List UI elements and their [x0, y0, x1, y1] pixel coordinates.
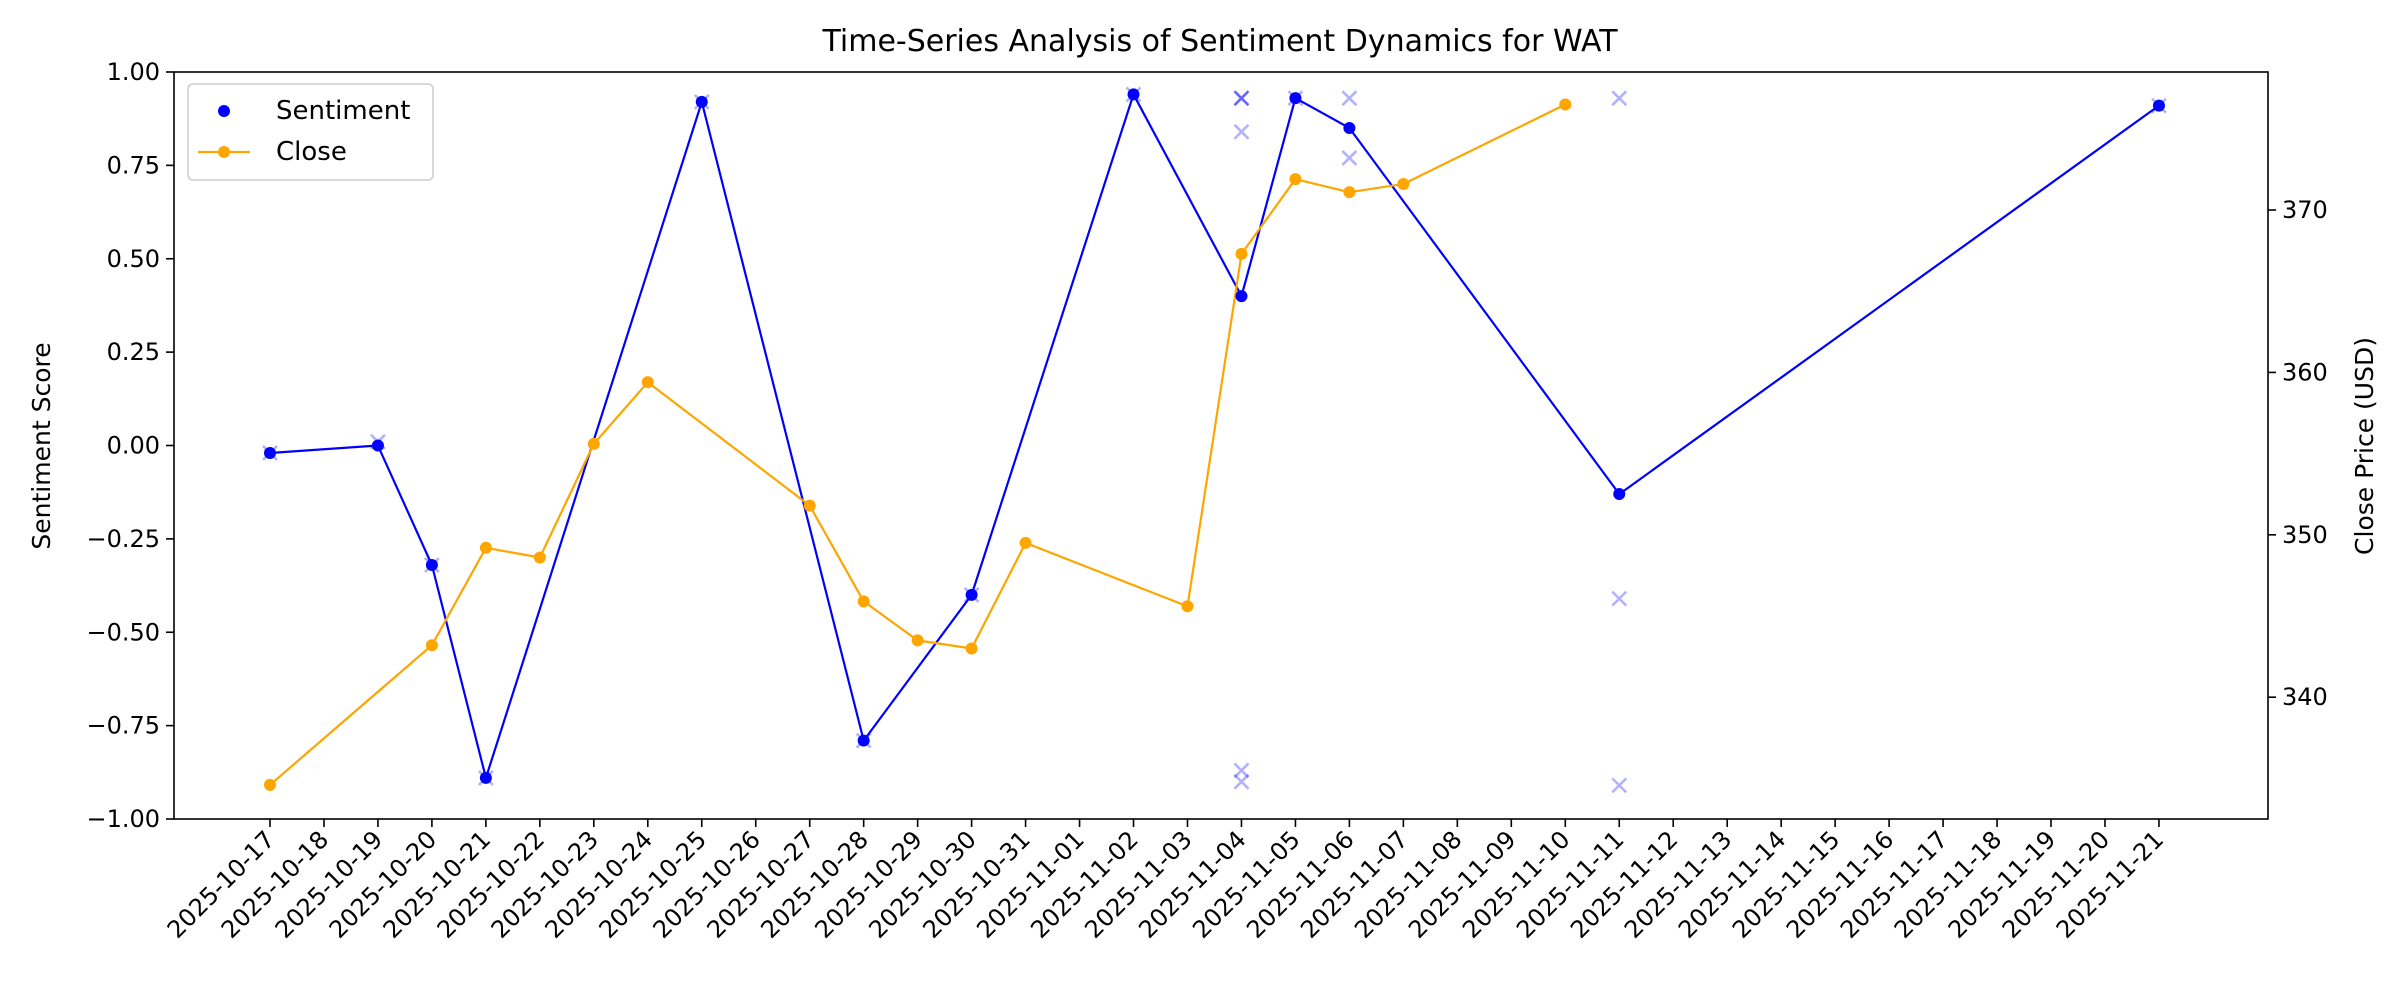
- x-marker-stroke: [1611, 777, 1628, 794]
- close-point: [425, 639, 438, 652]
- close-point: [264, 778, 276, 791]
- right-axis-title: Close Price (USD): [2350, 337, 2379, 555]
- sentiment-point: [2152, 99, 2165, 112]
- close-point: [1397, 178, 1410, 191]
- sentiment-point: [1289, 92, 1302, 105]
- x-marker-stroke: [1611, 90, 1628, 107]
- sentiment-x-marker: [1611, 90, 1628, 107]
- sentiment-x-marker: [1233, 123, 1250, 140]
- close-point: [1343, 186, 1356, 199]
- close-point: [587, 437, 600, 450]
- legend-sentiment-label: Sentiment: [276, 96, 410, 126]
- x-marker-stroke: [1233, 90, 1250, 107]
- left-tick-label: −0.75: [86, 712, 160, 740]
- sentiment-point: [1127, 88, 1140, 101]
- close-point: [1559, 98, 1572, 111]
- right-tick-label: 340: [2282, 683, 2328, 711]
- legend-close-marker: [218, 146, 230, 158]
- sentiment-point: [1343, 122, 1356, 135]
- sentiment-point: [425, 559, 438, 572]
- sentiment-point: [1613, 488, 1626, 501]
- close-point: [1181, 600, 1194, 613]
- close-point: [857, 595, 870, 608]
- right-tick-label: 360: [2282, 358, 2328, 386]
- close-point: [479, 541, 492, 554]
- x-marker-stroke: [1341, 90, 1358, 107]
- close-point: [641, 376, 654, 389]
- right-axis: 340 350 360 370: [2268, 196, 2328, 711]
- x-marker-stroke: [1341, 90, 1358, 107]
- left-tick-label: 0.00: [107, 432, 160, 460]
- x-marker-stroke: [1341, 149, 1358, 166]
- sentiment-point: [479, 771, 492, 784]
- sentiment-x-marker: [1341, 90, 1358, 107]
- sentiment-point: [695, 95, 708, 108]
- x-marker-stroke: [1611, 777, 1628, 794]
- x-marker-stroke: [1233, 762, 1250, 779]
- close-point: [1289, 173, 1302, 186]
- x-marker-stroke: [1233, 123, 1250, 140]
- sentiment-x-marker: [1233, 762, 1250, 779]
- x-marker-stroke: [1341, 149, 1358, 166]
- close-point: [1235, 247, 1248, 260]
- close-point: [965, 642, 978, 655]
- x-marker-stroke: [1611, 90, 1628, 107]
- sentiment-x-marker: [1233, 773, 1250, 790]
- left-tick-label: 0.50: [107, 245, 160, 273]
- left-tick-label: −1.00: [86, 805, 160, 833]
- close-point: [803, 499, 816, 512]
- left-tick-label: −0.50: [86, 618, 160, 646]
- close-point: [911, 634, 924, 647]
- close-point: [1019, 536, 1032, 549]
- x-marker-stroke: [1233, 773, 1250, 790]
- legend-close-label: Close: [276, 137, 347, 167]
- sentiment-point: [264, 446, 276, 459]
- left-tick-label: 1.00: [107, 58, 160, 86]
- left-axis: 1.00 0.75 0.50 0.25 0.00 −0.25 −0.50 −0.75 −1.00: [86, 58, 174, 833]
- sentiment-point: [965, 588, 978, 601]
- chart-title: Time-Series Analysis of Sentiment Dynami…: [821, 24, 1618, 59]
- legend-sentiment-marker: [218, 105, 230, 117]
- sentiment-x-marker: [1611, 777, 1628, 794]
- left-tick-label: −0.25: [86, 525, 160, 553]
- x-marker-stroke: [1611, 590, 1628, 607]
- left-tick-label: 0.75: [107, 151, 160, 179]
- sentiment-x-marker: [1611, 590, 1628, 607]
- x-marker-stroke: [1233, 123, 1250, 140]
- sentiment-x-marker: [1233, 90, 1250, 107]
- right-tick-label: 350: [2282, 521, 2328, 549]
- x-marker-stroke: [1611, 590, 1628, 607]
- left-axis-title: Sentiment Score: [27, 342, 56, 549]
- legend-box: [187, 83, 434, 181]
- sentiment-x-marker: [1341, 149, 1358, 166]
- plot-area: [262, 86, 2167, 794]
- right-tick-label: 370: [2282, 196, 2328, 224]
- sentiment-point: [371, 439, 384, 452]
- close-point: [533, 551, 546, 564]
- x-marker-stroke: [1233, 762, 1250, 779]
- legend: Sentiment Close: [187, 83, 434, 181]
- sentiment-point: [857, 734, 870, 747]
- sentiment-point: [1235, 290, 1248, 303]
- left-tick-label: 0.25: [107, 338, 160, 366]
- x-marker-stroke: [1233, 773, 1250, 790]
